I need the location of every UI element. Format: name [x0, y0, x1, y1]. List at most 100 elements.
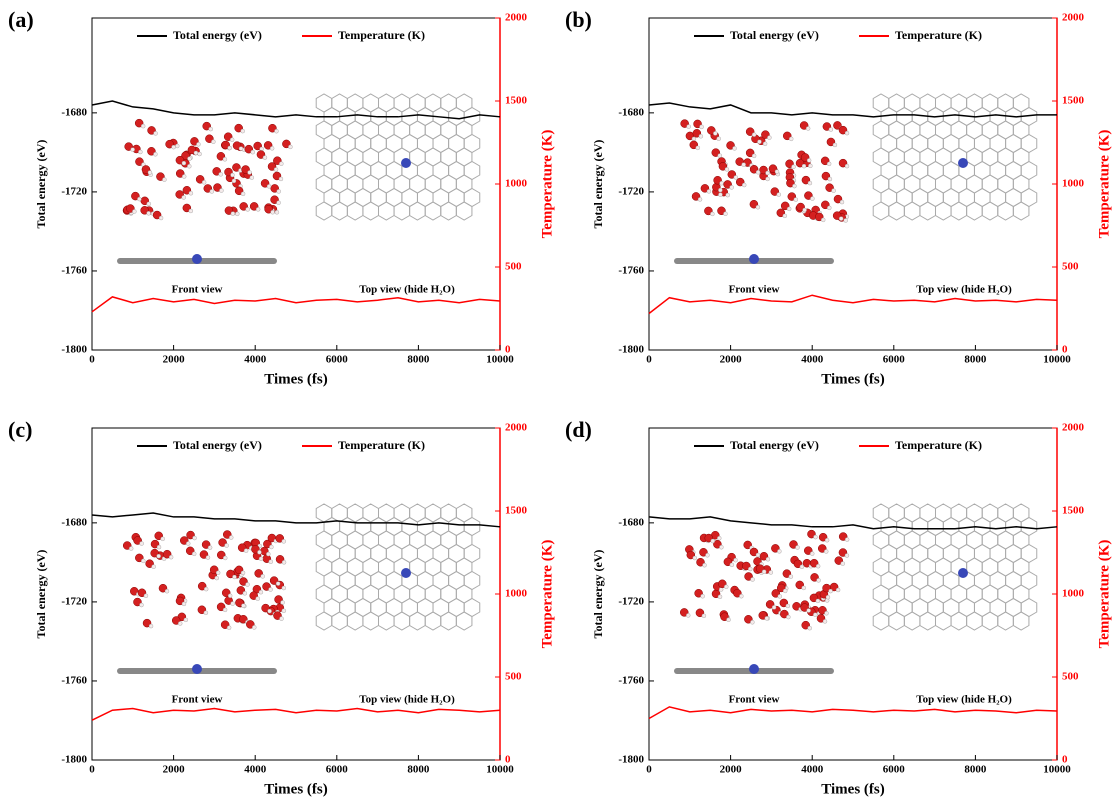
y-tick-label: -1680	[618, 516, 644, 528]
oxygen-atom	[262, 582, 271, 591]
x-tick-label: 6000	[883, 764, 906, 776]
hydrogen-atom	[240, 570, 246, 576]
hydrogen-atom	[765, 557, 771, 562]
oxygen-atom	[124, 142, 133, 151]
oxygen-atom	[212, 167, 221, 176]
oxygen-atom	[235, 598, 244, 607]
legend-label: Total energy (eV)	[173, 438, 262, 452]
oxygen-atom	[711, 148, 721, 157]
oxygen-atom	[713, 175, 722, 185]
x-axis-label: Times (fs)	[821, 781, 884, 797]
hydrogen-atom	[281, 560, 287, 565]
oxygen-atom	[237, 543, 247, 552]
hydrogen-atom	[235, 211, 240, 217]
x-tick-label: 2000	[163, 764, 186, 776]
hydrogen-atom	[828, 127, 834, 132]
hydrogen-atom	[267, 608, 272, 614]
hydrogen-atom	[719, 545, 724, 550]
hydrogen-atom	[226, 625, 232, 630]
oxygen-atom	[723, 180, 732, 189]
y2-axis-label: Temperature (K)	[1096, 540, 1112, 649]
y-tick-label: -1720	[61, 185, 87, 197]
graphene-ring	[1012, 611, 1030, 631]
hydrogen-atom	[140, 123, 146, 129]
hydrogen-atom	[168, 554, 174, 560]
oxygen-atom	[822, 583, 831, 593]
hydrogen-atom	[188, 191, 194, 196]
hydrogen-atom	[813, 534, 818, 540]
x-tick-label: 4000	[801, 354, 824, 366]
hydrogen-atom	[695, 145, 700, 151]
oxygen-atom	[838, 158, 848, 168]
hydrogen-atom	[281, 608, 287, 613]
hydrogen-atom	[826, 161, 832, 167]
oxygen-atom	[270, 195, 279, 204]
hydrogen-atom	[258, 590, 264, 595]
hydrogen-atom	[813, 612, 818, 617]
hydrogen-atom	[139, 602, 144, 608]
oxygen-atom	[239, 614, 248, 624]
oxygen-atom	[718, 162, 728, 171]
y2-tick-label: 500	[505, 671, 522, 683]
hydrogen-atom	[276, 200, 281, 205]
hydrogen-atom	[240, 191, 246, 197]
oxygen-atom	[745, 127, 755, 136]
oxygen-atom	[197, 581, 207, 591]
metal-atom	[749, 664, 759, 674]
hydrogen-atom	[793, 197, 799, 202]
oxygen-atom	[268, 123, 277, 133]
y-tick-label: -1760	[618, 674, 644, 686]
graphene-ring	[331, 201, 348, 221]
hydrogen-atom	[713, 131, 718, 136]
y-tick-label: -1680	[618, 106, 644, 118]
hydrogen-atom	[765, 170, 770, 176]
oxygen-atom	[145, 559, 154, 568]
hydrogen-atom	[183, 617, 189, 623]
hydrogen-atom	[777, 594, 782, 599]
hydrogen-atom	[686, 124, 691, 129]
annotation: Top view (hide H₂O)	[916, 284, 1012, 296]
hydrogen-atom	[160, 536, 165, 542]
hydrogen-atom	[242, 591, 248, 596]
graphene-ring	[455, 201, 473, 221]
oxygen-atom	[838, 548, 848, 557]
hydrogen-atom	[831, 188, 836, 193]
oxygen-atom	[216, 152, 226, 161]
hydrogen-atom	[725, 192, 730, 198]
hydrogen-atom	[719, 181, 724, 186]
oxygen-atom	[799, 121, 809, 130]
oxygen-atom	[771, 589, 781, 598]
oxygen-atom	[273, 611, 282, 620]
oxygen-atom	[795, 580, 804, 590]
hydrogen-atom	[786, 206, 792, 212]
oxygen-atom	[269, 576, 279, 585]
hydrogen-atom	[280, 600, 285, 605]
hydrogen-atom	[252, 625, 257, 630]
graphene-ring	[981, 611, 999, 631]
graphene-ring	[888, 201, 905, 221]
series-line	[91, 100, 501, 120]
graphene-ring	[362, 201, 380, 221]
oxygen-atom	[134, 118, 144, 128]
oxygen-atom	[816, 614, 826, 623]
oxygen-atom	[776, 208, 786, 218]
metal-atom	[192, 664, 202, 674]
oxygen-atom	[779, 598, 789, 608]
oxygen-atom	[140, 206, 149, 215]
oxygen-atom	[273, 156, 282, 165]
graphene-ring	[950, 611, 968, 631]
graphene-ring	[315, 611, 333, 631]
hydrogen-atom	[130, 147, 135, 152]
hydrogen-atom	[839, 199, 845, 205]
hydrogen-atom	[788, 574, 794, 579]
hydrogen-atom	[750, 620, 755, 625]
hydrogen-atom	[732, 146, 737, 151]
oxygen-atom	[787, 192, 797, 201]
oxygen-atom	[717, 206, 726, 216]
oxygen-atom	[282, 139, 291, 149]
oxygen-atom	[216, 550, 226, 560]
hydrogen-atom	[146, 201, 151, 207]
oxygen-atom	[185, 546, 195, 556]
oxygen-atom	[809, 593, 819, 603]
series-line	[648, 102, 1057, 118]
